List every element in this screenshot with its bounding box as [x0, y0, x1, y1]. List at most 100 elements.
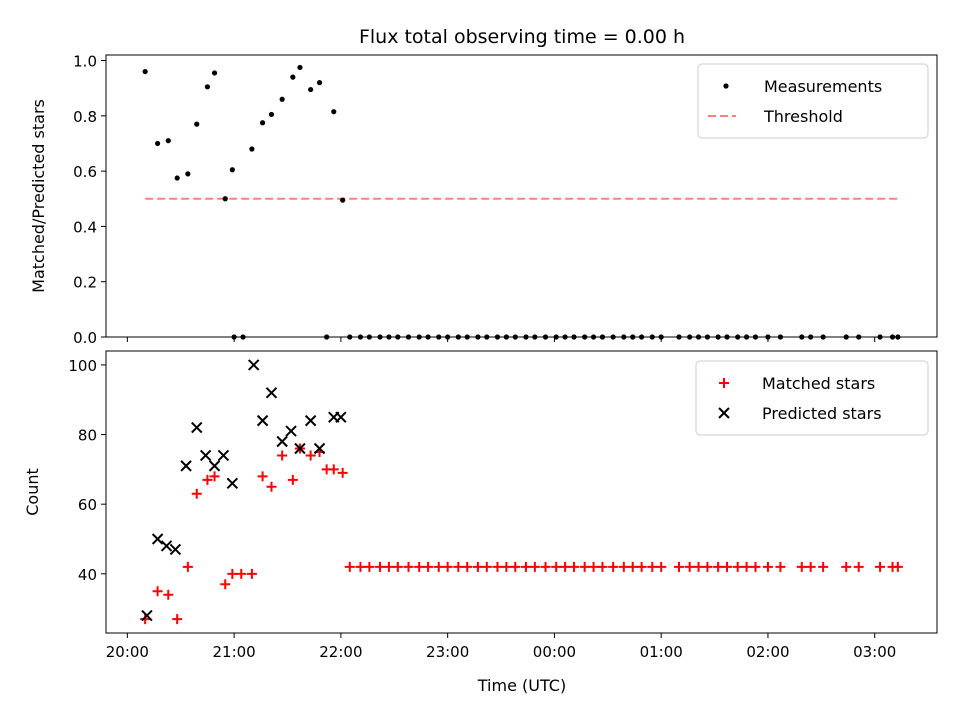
x-tick-label: 23:00	[426, 643, 469, 661]
measurement-point	[290, 74, 296, 80]
predicted-star-point	[256, 414, 269, 427]
matched-star-point	[163, 589, 174, 600]
top-plot-frame	[105, 54, 938, 338]
measurement-point	[455, 334, 461, 340]
x-tick-label: 20:00	[106, 643, 149, 661]
matched-star-point	[462, 561, 473, 572]
measurement-point	[405, 334, 412, 340]
top-y-tick-label: 0.0	[73, 329, 97, 347]
top-y-tick-label: 0.2	[73, 274, 97, 292]
measurement-point	[174, 175, 180, 181]
x-tick-label: 01:00	[640, 643, 683, 661]
predicted-star-point	[294, 442, 306, 455]
predicted-star-point	[313, 442, 326, 455]
measurement-point	[503, 334, 509, 340]
matched-star-point	[172, 614, 183, 625]
measurement-point	[484, 334, 490, 340]
matched-star-point	[442, 561, 453, 572]
measurement-point	[820, 334, 826, 340]
top-legend-label: Threshold	[763, 107, 843, 126]
matched-star-point	[337, 467, 348, 478]
bottom-y-ticks: 40 60 80 100	[68, 357, 106, 584]
top-legend-frame	[697, 63, 929, 139]
x-tick-label: 21:00	[213, 643, 256, 661]
bottom-legend-label: Matched stars	[762, 374, 875, 393]
measurement-point	[165, 138, 171, 144]
top-y-ticks: 0.0 0.2 0.4 0.6 0.8 1.0	[73, 53, 106, 347]
measurement-point	[715, 334, 721, 340]
measurement-point	[695, 334, 702, 340]
measurement-point	[357, 334, 364, 340]
matched-star-point	[344, 561, 355, 572]
matched-star-point	[875, 561, 886, 572]
measurement-point	[279, 96, 285, 102]
matched-star-point	[182, 561, 193, 572]
measurement-point	[142, 68, 148, 75]
measurement-point	[231, 334, 237, 340]
predicted-star-point	[169, 543, 182, 556]
matched-star-point	[579, 561, 590, 572]
matched-star-point	[305, 450, 316, 461]
matched-star-point	[423, 561, 434, 572]
measurement-point	[532, 334, 538, 340]
measurement-point	[562, 334, 568, 340]
matched-star-point	[597, 561, 608, 572]
x-tick-label: 02:00	[746, 643, 789, 661]
matched-star-point	[266, 481, 277, 492]
predicted-star-point	[217, 449, 230, 462]
measurement-point	[194, 121, 200, 127]
predicted-star-point	[151, 533, 164, 545]
measurement-point	[494, 334, 501, 340]
bottom-y-tick-label: 80	[78, 427, 97, 445]
measurement-point	[316, 80, 323, 86]
measurement-point	[856, 334, 862, 340]
bottom-legend-swatch	[718, 407, 730, 419]
measurement-point	[204, 84, 211, 90]
matched-star-point	[551, 561, 562, 572]
top-legend: Measurements Threshold	[697, 63, 929, 139]
measurement-point	[542, 334, 549, 340]
measurement-point	[445, 334, 451, 340]
predicted-star-point	[247, 359, 260, 371]
top-x-ticks	[126, 337, 876, 342]
measurement-point	[512, 334, 518, 340]
matched-star-point	[520, 561, 531, 572]
measurement-point	[475, 334, 481, 340]
measurement-point	[590, 334, 597, 340]
matched-star-point	[627, 561, 638, 572]
matched-star-point	[355, 561, 366, 572]
predicted-star-point	[160, 540, 173, 552]
matched-star-point	[608, 561, 619, 572]
measurement-point	[297, 64, 303, 71]
top-y-tick-label: 1.0	[73, 53, 97, 71]
predicted-star-point	[265, 387, 278, 399]
top-legend-label: Measurements	[764, 77, 882, 96]
measurement-point	[523, 334, 529, 340]
matched-star-point	[647, 561, 658, 572]
matched-star-point	[560, 561, 571, 572]
bottom-legend-frame	[695, 360, 929, 436]
matched-star-point	[414, 561, 425, 572]
matched-star-point	[227, 568, 238, 579]
measurement-point	[324, 334, 330, 340]
predicted-star-point	[141, 609, 153, 622]
matched-star-point	[287, 474, 298, 485]
matched-star-point	[246, 568, 257, 579]
measurement-point	[799, 334, 805, 340]
measurement-point	[752, 334, 759, 340]
measurement-point	[386, 334, 392, 340]
measurement-point	[571, 334, 577, 340]
measurement-point	[185, 171, 191, 177]
matched-star-point	[433, 561, 444, 572]
matched-star-point	[328, 464, 339, 475]
bottom-legend-swatch	[719, 378, 729, 388]
matched-star-point	[220, 579, 231, 590]
matched-star-point	[750, 561, 761, 572]
top-series	[142, 64, 901, 340]
x-tick-label: 22:00	[319, 643, 362, 661]
measurement-point	[765, 334, 771, 340]
matched-star-point	[853, 561, 864, 572]
measurement-point	[735, 334, 741, 340]
bottom-y-tick-label: 40	[78, 566, 97, 584]
measurement-point	[704, 334, 711, 340]
